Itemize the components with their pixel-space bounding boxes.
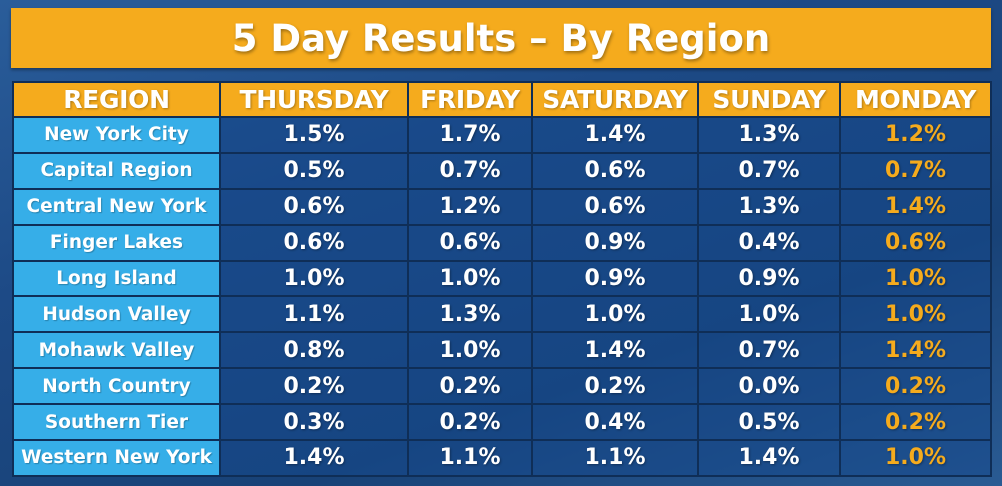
thursday-value-cell: 0.8% (219, 331, 409, 370)
sunday-value-cell: 0.9% (697, 259, 841, 298)
header-sunday: SUNDAY (697, 81, 841, 118)
thursday-value-cell: 0.5% (219, 151, 409, 190)
monday-value-cell: 1.0% (839, 259, 992, 298)
saturday-value-cell: 0.9% (531, 259, 699, 298)
saturday-value-cell: 0.6% (531, 187, 699, 226)
region-name-cell: Long Island (12, 259, 221, 298)
region-name-cell: Southern Tier (12, 403, 221, 442)
friday-value-cell: 0.2% (407, 367, 533, 406)
region-name-cell: Central New York (12, 187, 221, 226)
sunday-value-cell: 1.3% (697, 187, 841, 226)
sunday-value-cell: 0.4% (697, 223, 841, 262)
table-row: Long Island 1.0% 1.0% 0.9% 0.9% 1.0% (12, 259, 992, 298)
monday-value-cell: 0.2% (839, 367, 992, 406)
monday-value-cell: 1.0% (839, 439, 992, 477)
region-name-cell: Capital Region (12, 151, 221, 190)
saturday-value-cell: 0.9% (531, 223, 699, 262)
thursday-value-cell: 1.5% (219, 116, 409, 154)
saturday-value-cell: 0.2% (531, 367, 699, 406)
saturday-value-cell: 0.6% (531, 151, 699, 190)
friday-value-cell: 0.2% (407, 403, 533, 442)
thursday-value-cell: 1.4% (219, 439, 409, 477)
header-monday: MONDAY (839, 81, 992, 118)
header-saturday: SATURDAY (531, 81, 699, 118)
monday-value-cell: 1.4% (839, 187, 992, 226)
header-friday: FRIDAY (407, 81, 533, 118)
thursday-value-cell: 1.0% (219, 259, 409, 298)
thursday-value-cell: 0.6% (219, 223, 409, 262)
page-title: 5 Day Results – By Region (231, 16, 771, 60)
thursday-value-cell: 0.3% (219, 403, 409, 442)
monday-value-cell: 1.0% (839, 295, 992, 334)
sunday-value-cell: 0.5% (697, 403, 841, 442)
header-thursday: THURSDAY (219, 81, 409, 118)
results-table: REGION THURSDAY FRIDAY SATURDAY SUNDAY M… (12, 81, 992, 477)
table-row: Central New York 0.6% 1.2% 0.6% 1.3% 1.4% (12, 187, 992, 226)
thursday-value-cell: 0.2% (219, 367, 409, 406)
monday-value-cell: 1.2% (839, 116, 992, 154)
saturday-value-cell: 1.4% (531, 116, 699, 154)
monday-value-cell: 1.4% (839, 331, 992, 370)
region-name-cell: New York City (12, 116, 221, 154)
sunday-value-cell: 1.0% (697, 295, 841, 334)
saturday-value-cell: 0.4% (531, 403, 699, 442)
friday-value-cell: 0.7% (407, 151, 533, 190)
table-row: Western New York 1.4% 1.1% 1.1% 1.4% 1.0% (12, 439, 992, 477)
table-row: Hudson Valley 1.1% 1.3% 1.0% 1.0% 1.0% (12, 295, 992, 334)
sunday-value-cell: 0.7% (697, 151, 841, 190)
saturday-value-cell: 1.1% (531, 439, 699, 477)
table-row: Mohawk Valley 0.8% 1.0% 1.4% 0.7% 1.4% (12, 331, 992, 370)
region-name-cell: Hudson Valley (12, 295, 221, 334)
table-row: Southern Tier 0.3% 0.2% 0.4% 0.5% 0.2% (12, 403, 992, 442)
header-region: REGION (12, 81, 221, 118)
friday-value-cell: 1.3% (407, 295, 533, 334)
sunday-value-cell: 1.4% (697, 439, 841, 477)
friday-value-cell: 0.6% (407, 223, 533, 262)
region-name-cell: Western New York (12, 439, 221, 477)
monday-value-cell: 0.2% (839, 403, 992, 442)
header-row: REGION THURSDAY FRIDAY SATURDAY SUNDAY M… (12, 81, 992, 118)
friday-value-cell: 1.7% (407, 116, 533, 154)
monday-value-cell: 0.6% (839, 223, 992, 262)
friday-value-cell: 1.2% (407, 187, 533, 226)
friday-value-cell: 1.0% (407, 331, 533, 370)
thursday-value-cell: 0.6% (219, 187, 409, 226)
region-name-cell: North Country (12, 367, 221, 406)
table-row: Finger Lakes 0.6% 0.6% 0.9% 0.4% 0.6% (12, 223, 992, 262)
friday-value-cell: 1.0% (407, 259, 533, 298)
monday-value-cell: 0.7% (839, 151, 992, 190)
table-row: North Country 0.2% 0.2% 0.2% 0.0% 0.2% (12, 367, 992, 406)
thursday-value-cell: 1.1% (219, 295, 409, 334)
friday-value-cell: 1.1% (407, 439, 533, 477)
region-name-cell: Mohawk Valley (12, 331, 221, 370)
table-row: Capital Region 0.5% 0.7% 0.6% 0.7% 0.7% (12, 151, 992, 190)
sunday-value-cell: 1.3% (697, 116, 841, 154)
saturday-value-cell: 1.4% (531, 331, 699, 370)
region-name-cell: Finger Lakes (12, 223, 221, 262)
saturday-value-cell: 1.0% (531, 295, 699, 334)
table-row: New York City 1.5% 1.7% 1.4% 1.3% 1.2% (12, 116, 992, 154)
sunday-value-cell: 0.0% (697, 367, 841, 406)
sunday-value-cell: 0.7% (697, 331, 841, 370)
title-banner: 5 Day Results – By Region (11, 8, 991, 68)
